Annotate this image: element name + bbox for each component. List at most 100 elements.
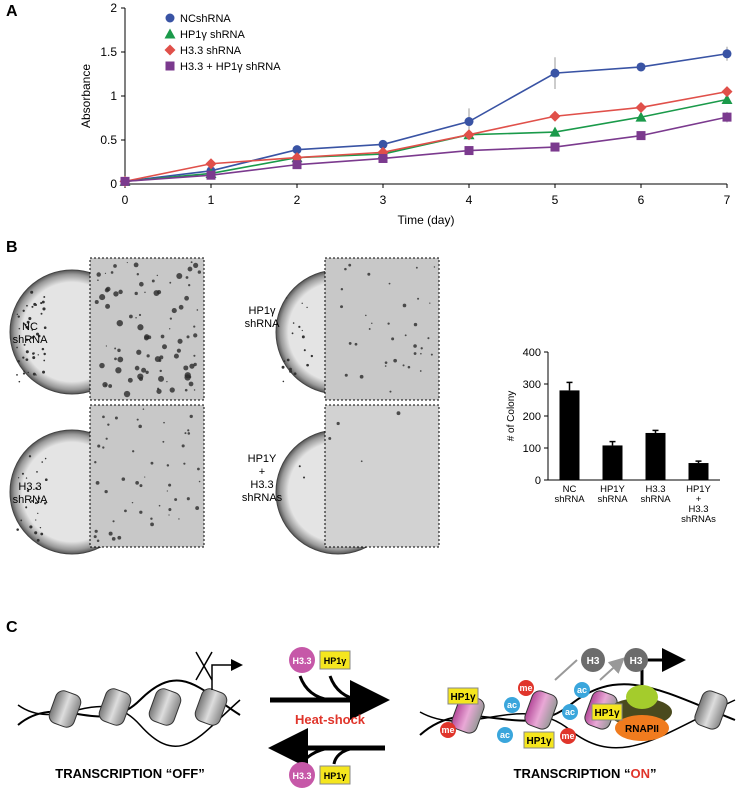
- legend-label: H3.3 shRNA: [180, 45, 242, 57]
- colony: [33, 352, 35, 355]
- colony: [160, 334, 165, 339]
- plate-label: H3.3: [250, 479, 273, 491]
- colony: [193, 333, 198, 338]
- colony: [96, 539, 100, 543]
- colony: [166, 380, 168, 383]
- colony: [102, 415, 105, 419]
- plate-label: NC: [22, 321, 38, 333]
- colony: [26, 489, 30, 493]
- bar: [645, 432, 666, 480]
- arrow: [554, 660, 622, 681]
- colony: [32, 372, 36, 376]
- data-point: [635, 101, 647, 113]
- heat-label: Heat-shock: [295, 712, 366, 727]
- plate-label: shRNA: [13, 494, 49, 506]
- colony: [94, 300, 99, 305]
- nucleosome: [524, 690, 558, 730]
- colony: [169, 317, 172, 320]
- colony: [150, 517, 153, 520]
- colony: [43, 502, 47, 505]
- y-tick-label: 0.5: [100, 133, 117, 147]
- colony: [344, 267, 347, 271]
- x-tick-label: H3.3: [688, 504, 708, 515]
- colony: [16, 313, 18, 316]
- colony: [26, 320, 30, 324]
- series-line: [124, 90, 728, 183]
- colony: [159, 369, 162, 373]
- colony: [124, 509, 127, 513]
- x-tick-label: HP1Y: [686, 484, 711, 495]
- colony: [35, 374, 37, 376]
- data-point: [721, 94, 733, 105]
- colony: [187, 432, 191, 435]
- y-tick-label: 0: [110, 177, 117, 191]
- colony: [365, 314, 367, 317]
- cross: [195, 651, 213, 681]
- colony: [31, 305, 34, 308]
- colony: [177, 338, 183, 344]
- diagram: TRANSCRIPTION “OFF” H3.3 HP1γ Heat-shock…: [17, 647, 736, 788]
- plate-label: shRNAs: [242, 492, 283, 504]
- rnapii: [615, 715, 669, 741]
- colony: [427, 337, 430, 340]
- colony: [184, 388, 188, 392]
- colony: [293, 372, 297, 376]
- colony: [298, 465, 301, 468]
- colony: [193, 389, 196, 391]
- plate-label: shRNA: [245, 318, 281, 330]
- colony: [402, 303, 407, 308]
- colony: [21, 472, 24, 475]
- colony: [25, 325, 29, 329]
- colony: [37, 512, 39, 515]
- h3-icon: [624, 648, 648, 672]
- colony: [25, 338, 29, 342]
- colony: [29, 525, 33, 529]
- colony: [189, 363, 195, 369]
- label: H3: [587, 656, 600, 667]
- colony: [127, 377, 133, 383]
- colony: [108, 531, 113, 536]
- data-point: [722, 112, 732, 122]
- panel-label: A: [6, 3, 18, 20]
- colony: [22, 372, 26, 375]
- colony: [16, 346, 18, 349]
- colony: [183, 462, 186, 465]
- y-tick-label: 2: [110, 1, 117, 15]
- plate-label: HP1Y: [248, 453, 277, 465]
- colony: [348, 342, 352, 345]
- colony: [286, 358, 290, 362]
- colony: [17, 359, 20, 363]
- colony: [43, 326, 47, 330]
- series-line: [124, 52, 728, 183]
- x-tick-label: shRNA: [554, 494, 585, 505]
- colony: [184, 432, 187, 435]
- colony: [143, 335, 149, 341]
- colony: [94, 461, 97, 464]
- colony: [26, 304, 28, 307]
- panel-label: C: [6, 619, 18, 636]
- colony: [105, 345, 108, 347]
- colony: [193, 262, 199, 268]
- colony: [27, 371, 29, 374]
- x-tick-label: 1: [208, 193, 215, 207]
- colony: [158, 375, 165, 382]
- zoom-panel: [324, 257, 440, 401]
- colony: [43, 352, 46, 356]
- nucleosome: [694, 690, 728, 730]
- y-tick-label: 0: [535, 475, 541, 487]
- colony: [302, 476, 306, 479]
- data-point: [549, 110, 561, 122]
- colony: [151, 279, 155, 283]
- colony: [171, 308, 177, 314]
- colony: [93, 535, 97, 539]
- colony: [359, 374, 364, 379]
- colony: [40, 301, 43, 305]
- colony: [137, 324, 144, 331]
- colony: [178, 518, 180, 520]
- colony: [184, 295, 189, 301]
- legend-label: NCshRNA: [180, 13, 231, 25]
- colony: [22, 309, 25, 312]
- colony: [166, 490, 168, 492]
- colony: [40, 312, 43, 315]
